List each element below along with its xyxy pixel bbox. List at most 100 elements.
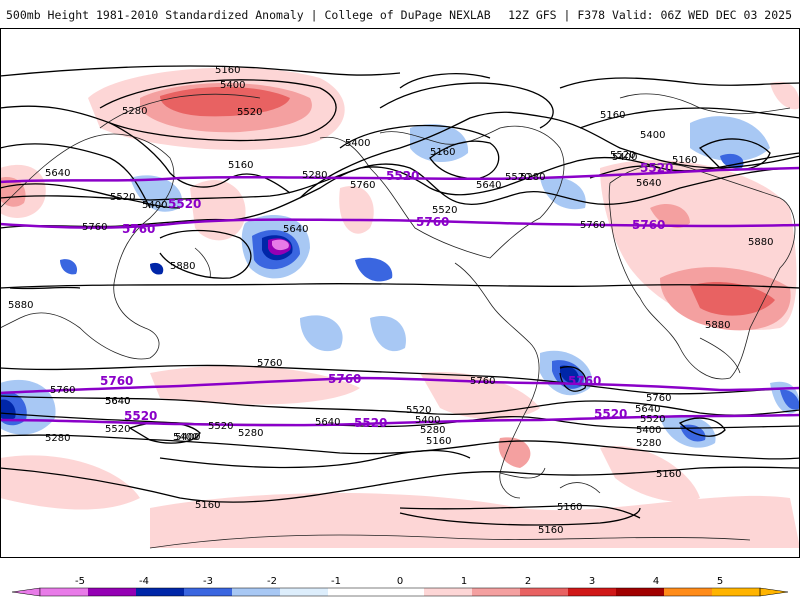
colorbar: -5 -4 -3 -2 -1 0 1 2 3 4 5 [11, 576, 789, 597]
colorbar-tick-label: -4 [139, 576, 149, 587]
contour-label: 5520 [208, 421, 233, 432]
contour-label: 5520 [505, 172, 530, 183]
contour-label: 5640 [635, 404, 660, 415]
colorbar-segment [232, 588, 281, 596]
contour-label: 5160 [228, 160, 253, 171]
contour-label: 5400 [142, 200, 167, 211]
contour-label: 5280 [122, 106, 147, 117]
colorbar-segment [40, 588, 89, 596]
contour-label: 5520 [406, 405, 431, 416]
colorbar-tick-label: -2 [267, 576, 277, 587]
positive-anomaly-shading [0, 67, 800, 548]
contour-label: 5520 [640, 414, 665, 425]
contour-label: 5640 [45, 168, 70, 179]
contour-label: 5760 [350, 180, 375, 191]
colorbar-tick-label: -3 [203, 576, 213, 587]
colorbar-outline [39, 587, 761, 597]
colorbar-tick-label: 1 [461, 576, 467, 587]
contour-label: 5880 [8, 300, 33, 311]
contour-label: 5640 [283, 224, 308, 235]
colorbar-tick-label: 4 [653, 576, 659, 587]
contour-label: 5160 [672, 155, 697, 166]
colorbar-tick-label: 0 [397, 576, 403, 587]
contour-label: 5520 [105, 424, 130, 435]
colorbar-tick-label: -1 [331, 576, 341, 587]
colorbar-tick-label: 3 [589, 576, 595, 587]
contour-label: 5400 [345, 138, 370, 149]
contour-label: 5760 [646, 393, 671, 404]
height-contours [0, 65, 800, 526]
highlight-label: 5520 [386, 169, 419, 183]
contour-label: 5280 [302, 170, 327, 181]
contour-label: 5880 [170, 261, 195, 272]
colorbar-segment [520, 588, 569, 596]
colorbar-ticks: -5 -4 -3 -2 -1 0 1 2 3 4 5 [75, 576, 723, 587]
colorbar-segment [616, 588, 665, 596]
highlight-label: 5760 [328, 372, 361, 386]
model-run-info: 12Z GFS | F378 Valid: 06Z WED DEC 03 202… [508, 8, 792, 22]
contour-label: 5160 [600, 110, 625, 121]
map-title: 500mb Height 1981-2010 Standardized Anom… [6, 8, 491, 22]
colorbar-tick-label: 2 [525, 576, 531, 587]
contour-label: 5280 [45, 433, 70, 444]
contour-label: 5280 [520, 172, 545, 183]
colorbar-segment [568, 588, 617, 596]
highlight-label: 5760 [122, 222, 155, 236]
colorbar-segment [664, 588, 713, 596]
highlight-label: 5760 [568, 374, 601, 388]
contour-label: 5160 [426, 436, 451, 447]
contour-label: 5520 [237, 107, 262, 118]
contour-label: 5760 [257, 358, 282, 369]
highlight-label: 5760 [100, 374, 133, 388]
anomaly-map: 5160 5400 5520 5280 5160 5280 5400 5160 … [0, 28, 800, 558]
contour-label: 5280 [636, 438, 661, 449]
highlight-label: 5760 [632, 218, 665, 232]
contour-label: 5640 [105, 396, 130, 407]
contour-label: 5520 [432, 205, 457, 216]
highlight-contours [0, 166, 800, 427]
contour-label: 5760 [470, 376, 495, 387]
contour-label: 5520 [110, 192, 135, 203]
highlight-label: 5520 [354, 416, 387, 430]
colorbar-segment [424, 588, 473, 596]
negative-anomaly-shading [0, 116, 800, 448]
contour-label: 5520 [610, 150, 635, 161]
contour-label: 5400 [220, 80, 245, 91]
contour-label: 5640 [636, 178, 661, 189]
colorbar-segment [88, 588, 137, 596]
contour-labels: 5160 5400 5520 5280 5160 5280 5400 5160 … [8, 65, 773, 536]
colorbar-segment [328, 588, 377, 596]
colorbar-segment [280, 588, 329, 596]
contour-label: 5880 [748, 237, 773, 248]
colorbar-tick-label: -5 [75, 576, 85, 587]
contour-label: 5160 [430, 147, 455, 158]
colorbar-segment [712, 588, 761, 596]
highlight-contour-labels: 5520 5520 5520 5760 5760 5760 5760 5760 … [100, 161, 673, 430]
contour-label: 5280 [238, 428, 263, 439]
contour-label: 5640 [105, 396, 130, 407]
highlight-label: 5520 [594, 407, 627, 421]
header-bar: 500mb Height 1981-2010 Standardized Anom… [0, 0, 800, 28]
contour-label: 5400 [175, 432, 200, 443]
contour-label: 5400 [415, 415, 440, 426]
contour-label: 5640 [315, 417, 340, 428]
colorbar-arrow-left [11, 587, 41, 597]
colorbar-tick-label: 5 [717, 576, 723, 587]
colorbar-segments [11, 587, 789, 597]
highlight-label: 5520 [640, 161, 673, 175]
colorbar-segment [136, 588, 185, 596]
contour-label: 5400 [612, 152, 637, 163]
colorbar-arrow-right [759, 587, 789, 597]
contour-label: 5160 [557, 502, 582, 513]
contour-label: 5880 [705, 320, 730, 331]
contour-label: 5160 [656, 469, 681, 480]
contour-label: 5640 [476, 180, 501, 191]
contour-label: 5760 [580, 220, 605, 231]
colorbar-segment [376, 588, 425, 596]
contour-label: 5160 [215, 65, 240, 76]
colorbar-segment [472, 588, 521, 596]
contour-label: 5760 [50, 385, 75, 396]
highlight-label: 5520 [168, 197, 201, 211]
contour-label: 5400 [636, 425, 661, 436]
contour-label: 5160 [538, 525, 563, 536]
